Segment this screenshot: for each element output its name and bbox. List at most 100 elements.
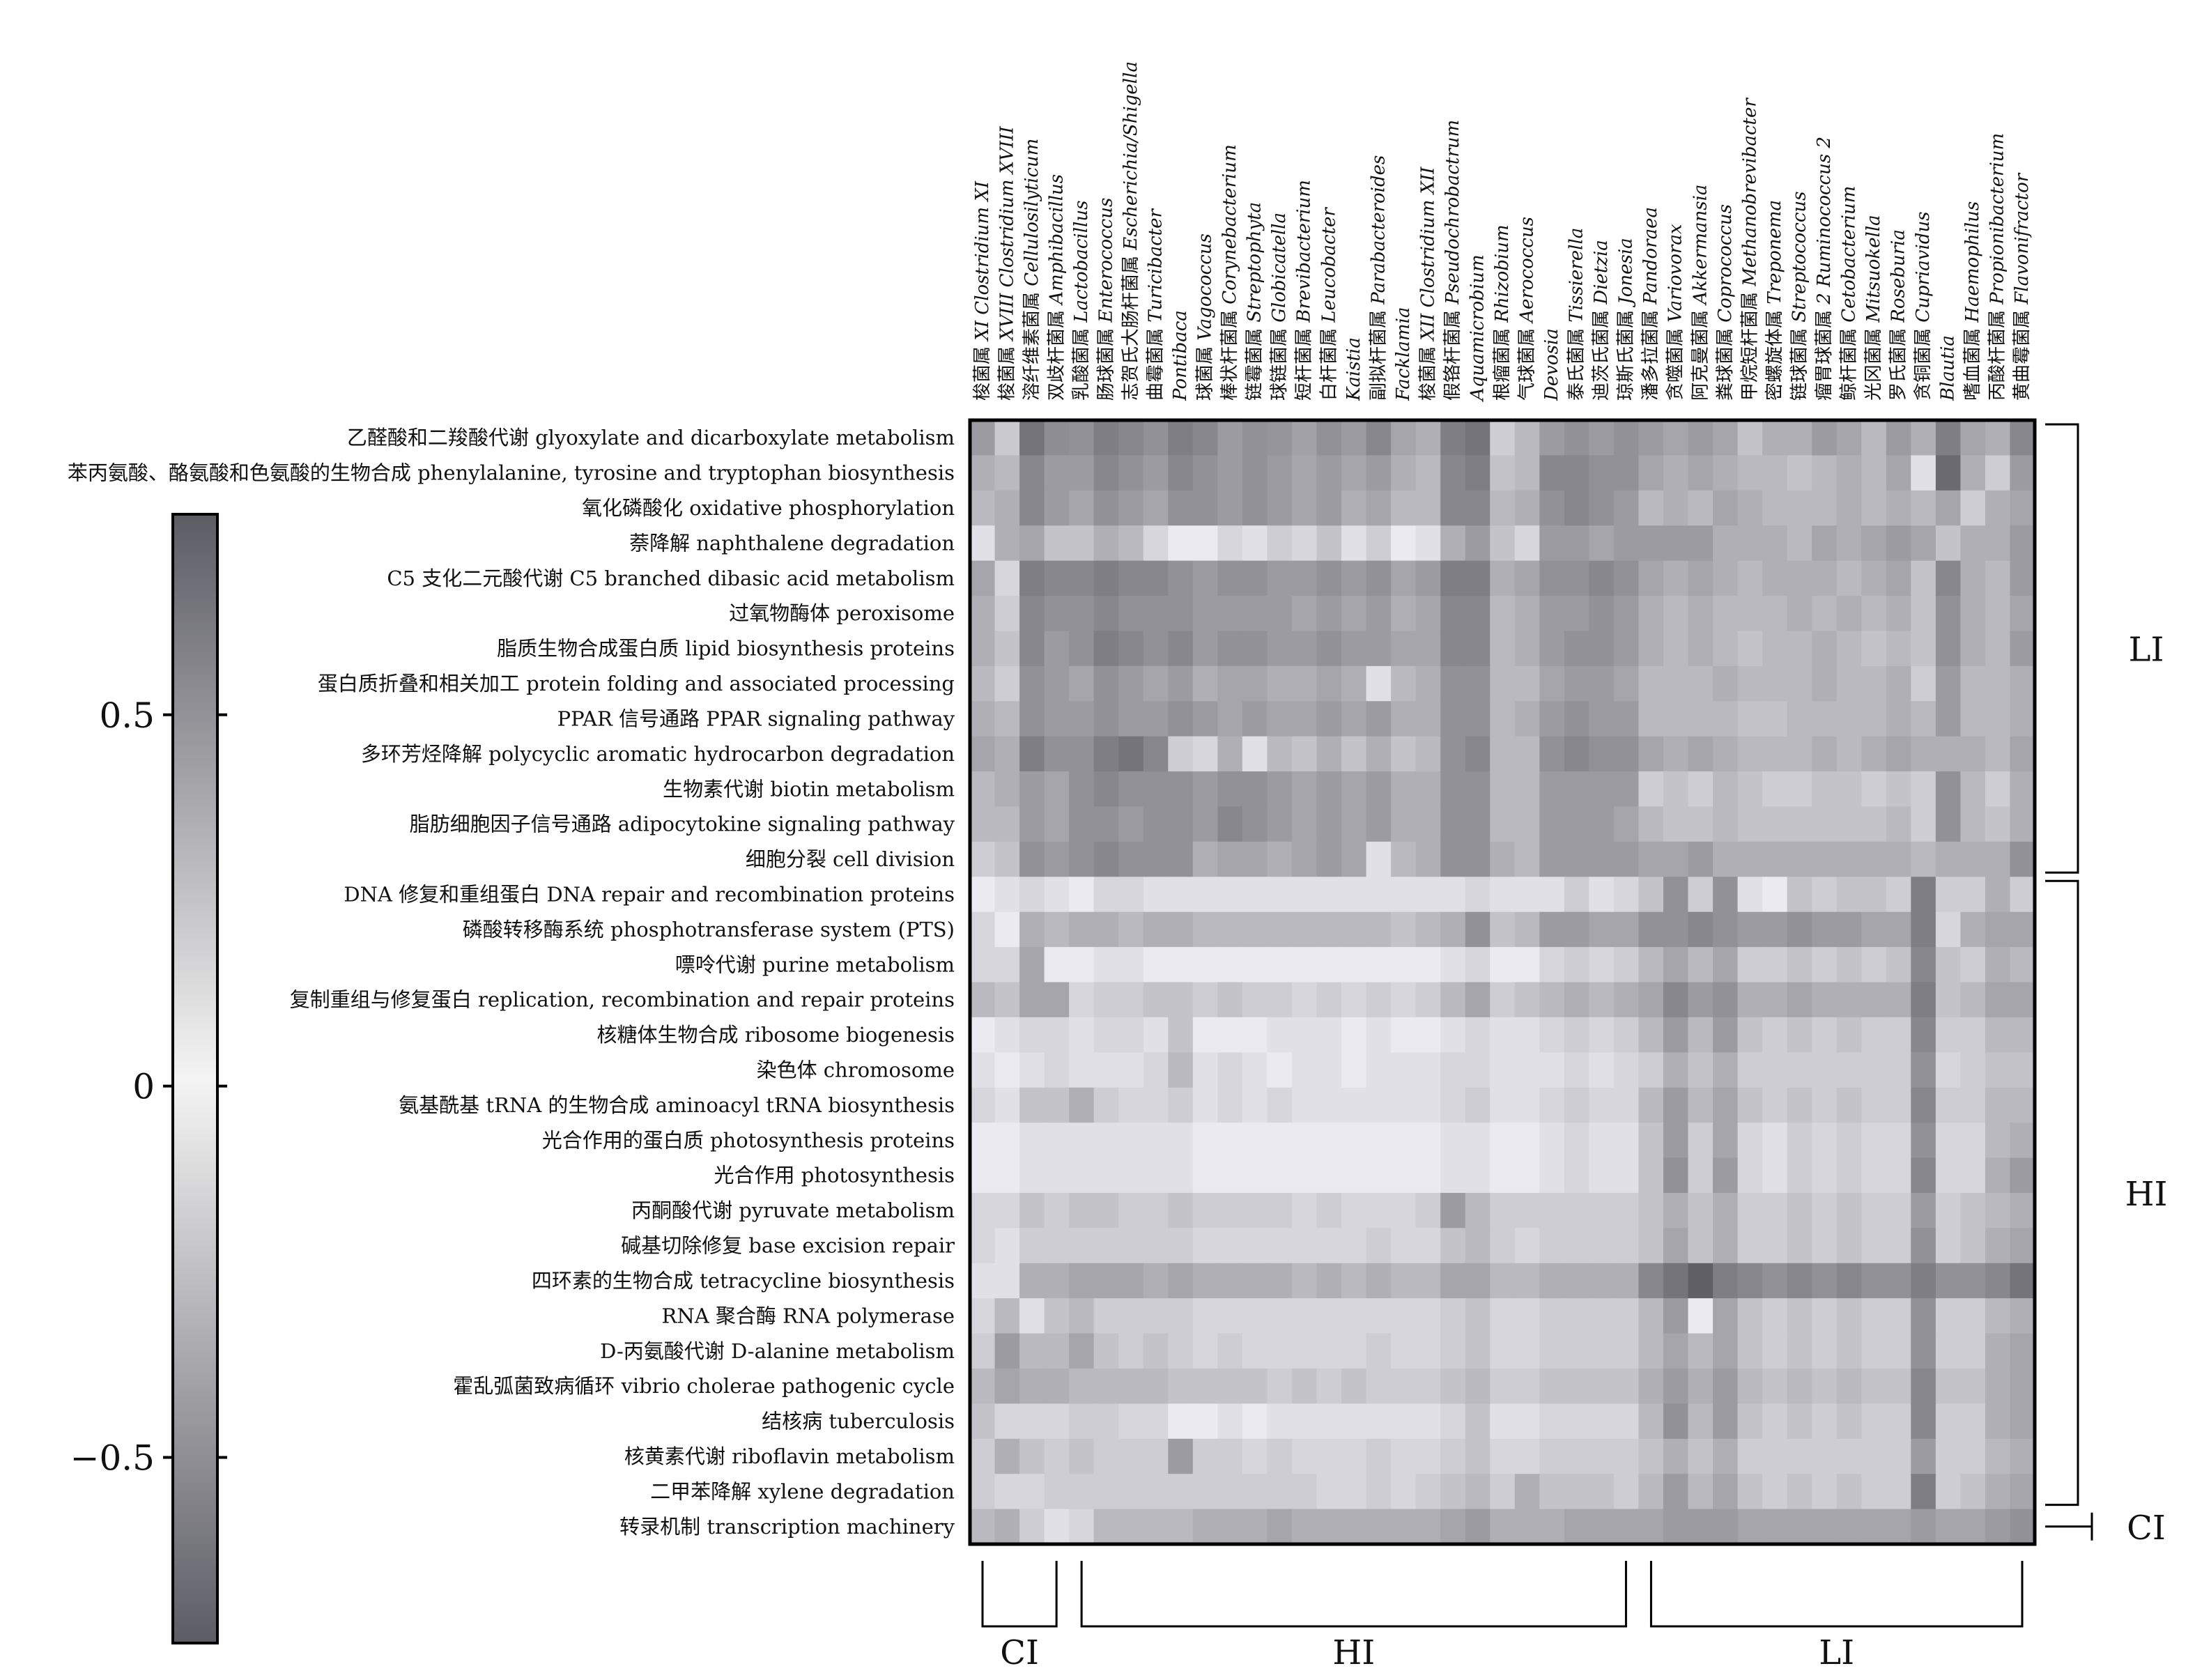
heatmap-cell <box>1638 1438 1664 1474</box>
heatmap-cell <box>1242 1474 1268 1510</box>
heatmap-cell <box>994 665 1020 702</box>
heatmap-cell <box>1242 806 1268 842</box>
heatmap-cell <box>1415 736 1441 772</box>
heatmap-cell <box>1713 631 1739 667</box>
heatmap-cell <box>1316 665 1342 702</box>
heatmap-cell <box>2010 596 2035 632</box>
heatmap-cell <box>1366 1298 1392 1334</box>
heatmap-cell <box>1812 596 1838 632</box>
heatmap-cell <box>1093 1017 1119 1053</box>
heatmap-cell <box>1613 736 1640 772</box>
heatmap-cell <box>970 1368 996 1404</box>
heatmap-cell <box>1291 841 1318 877</box>
heatmap-cell <box>1688 560 1713 596</box>
column-label: 志贺氏大肠杆菌属 Escherichia/Shigella <box>1120 61 1141 401</box>
heatmap-cell <box>2010 455 2035 491</box>
heatmap-cell <box>1217 736 1243 772</box>
heatmap-cell <box>1316 631 1342 667</box>
heatmap-cell <box>1762 736 1788 772</box>
heatmap-cell <box>1960 841 1986 877</box>
heatmap-cell <box>1613 1263 1640 1299</box>
heatmap-cell <box>1366 665 1392 702</box>
heatmap-cell <box>1886 1298 1911 1334</box>
heatmap-cell <box>1143 490 1169 526</box>
heatmap-cell <box>1019 1192 1045 1228</box>
heatmap-cell <box>1787 947 1812 983</box>
heatmap-cell <box>1911 1192 1936 1228</box>
heatmap-cell <box>1737 1333 1763 1369</box>
heatmap-cell <box>1093 1123 1119 1159</box>
heatmap-cell <box>1391 490 1417 526</box>
heatmap-cell <box>1143 982 1169 1018</box>
heatmap-cell <box>1985 841 2011 877</box>
heatmap-cell <box>1985 701 2011 737</box>
heatmap-cell <box>1341 560 1367 596</box>
heatmap-cell <box>2010 1509 2035 1545</box>
heatmap-cell <box>1267 1228 1293 1264</box>
heatmap-cell <box>2010 1157 2035 1194</box>
heatmap-cell <box>1019 911 1045 948</box>
heatmap-cell <box>1663 1228 1689 1264</box>
heatmap-cell <box>1737 1052 1763 1088</box>
heatmap-cell <box>1242 947 1268 983</box>
heatmap-cell <box>1069 1228 1095 1264</box>
heatmap-cell <box>1787 1474 1812 1510</box>
heatmap-cell <box>1143 736 1169 772</box>
heatmap-cell <box>1861 1157 1887 1194</box>
heatmap-cell <box>1663 806 1689 842</box>
heatmap-cell <box>1688 1087 1713 1123</box>
column-label: 棒状杆菌属 Corynebacterium <box>1219 144 1240 401</box>
heatmap-cell <box>1960 1333 1986 1369</box>
heatmap-cell <box>1539 560 1565 596</box>
heatmap-cell <box>1168 525 1194 562</box>
heatmap-cell <box>1291 947 1318 983</box>
heatmap-cell <box>1737 701 1763 737</box>
heatmap-cell <box>1861 1017 1887 1053</box>
heatmap-cell <box>1143 1123 1169 1159</box>
heatmap-cell <box>1514 947 1540 983</box>
heatmap-cell <box>1787 841 1812 877</box>
heatmap-cell <box>1341 525 1367 562</box>
heatmap-cell <box>1638 1192 1664 1228</box>
heatmap-cell <box>1911 560 1936 596</box>
heatmap-cell <box>1217 596 1243 632</box>
heatmap-cell <box>1143 947 1169 983</box>
heatmap-cell <box>1044 1298 1070 1334</box>
heatmap-cell <box>1366 631 1392 667</box>
heatmap-cell <box>1886 736 1911 772</box>
heatmap-cell <box>1440 841 1466 877</box>
heatmap-cell <box>1638 525 1664 562</box>
heatmap-cell <box>1935 1298 1961 1334</box>
heatmap-cell <box>1935 1474 1961 1510</box>
heatmap-cell <box>1985 877 2011 913</box>
heatmap-cell <box>1935 982 1961 1018</box>
heatmap-cell <box>1762 1474 1788 1510</box>
heatmap-cell <box>1093 1403 1119 1440</box>
heatmap-cell <box>1465 1052 1491 1088</box>
heatmap-cell <box>1093 1087 1119 1123</box>
heatmap-cell <box>1589 631 1615 667</box>
heatmap-cell <box>1168 455 1194 491</box>
heatmap-cell <box>1192 1157 1218 1194</box>
heatmap-cell <box>1564 736 1589 772</box>
heatmap-cell <box>1366 525 1392 562</box>
heatmap-cell <box>1440 771 1466 808</box>
heatmap-cell <box>994 736 1020 772</box>
heatmap-cell <box>1465 1192 1491 1228</box>
heatmap-cell <box>1663 1509 1689 1545</box>
heatmap-cell <box>1465 665 1491 702</box>
heatmap-cell <box>1490 701 1516 737</box>
heatmap-cell <box>1341 1087 1367 1123</box>
heatmap-cell <box>1935 420 1961 456</box>
heatmap-cell <box>994 420 1020 456</box>
heatmap-cell <box>1737 665 1763 702</box>
heatmap-cell <box>1044 1403 1070 1440</box>
heatmap-cell <box>1935 736 1961 772</box>
heatmap-cell <box>1886 665 1911 702</box>
heatmap-cell <box>1737 911 1763 948</box>
heatmap-cell <box>1613 771 1640 808</box>
heatmap-cell <box>1168 911 1194 948</box>
heatmap-cell <box>1589 947 1615 983</box>
heatmap-cell <box>1613 982 1640 1018</box>
heatmap-cell <box>1985 1017 2011 1053</box>
